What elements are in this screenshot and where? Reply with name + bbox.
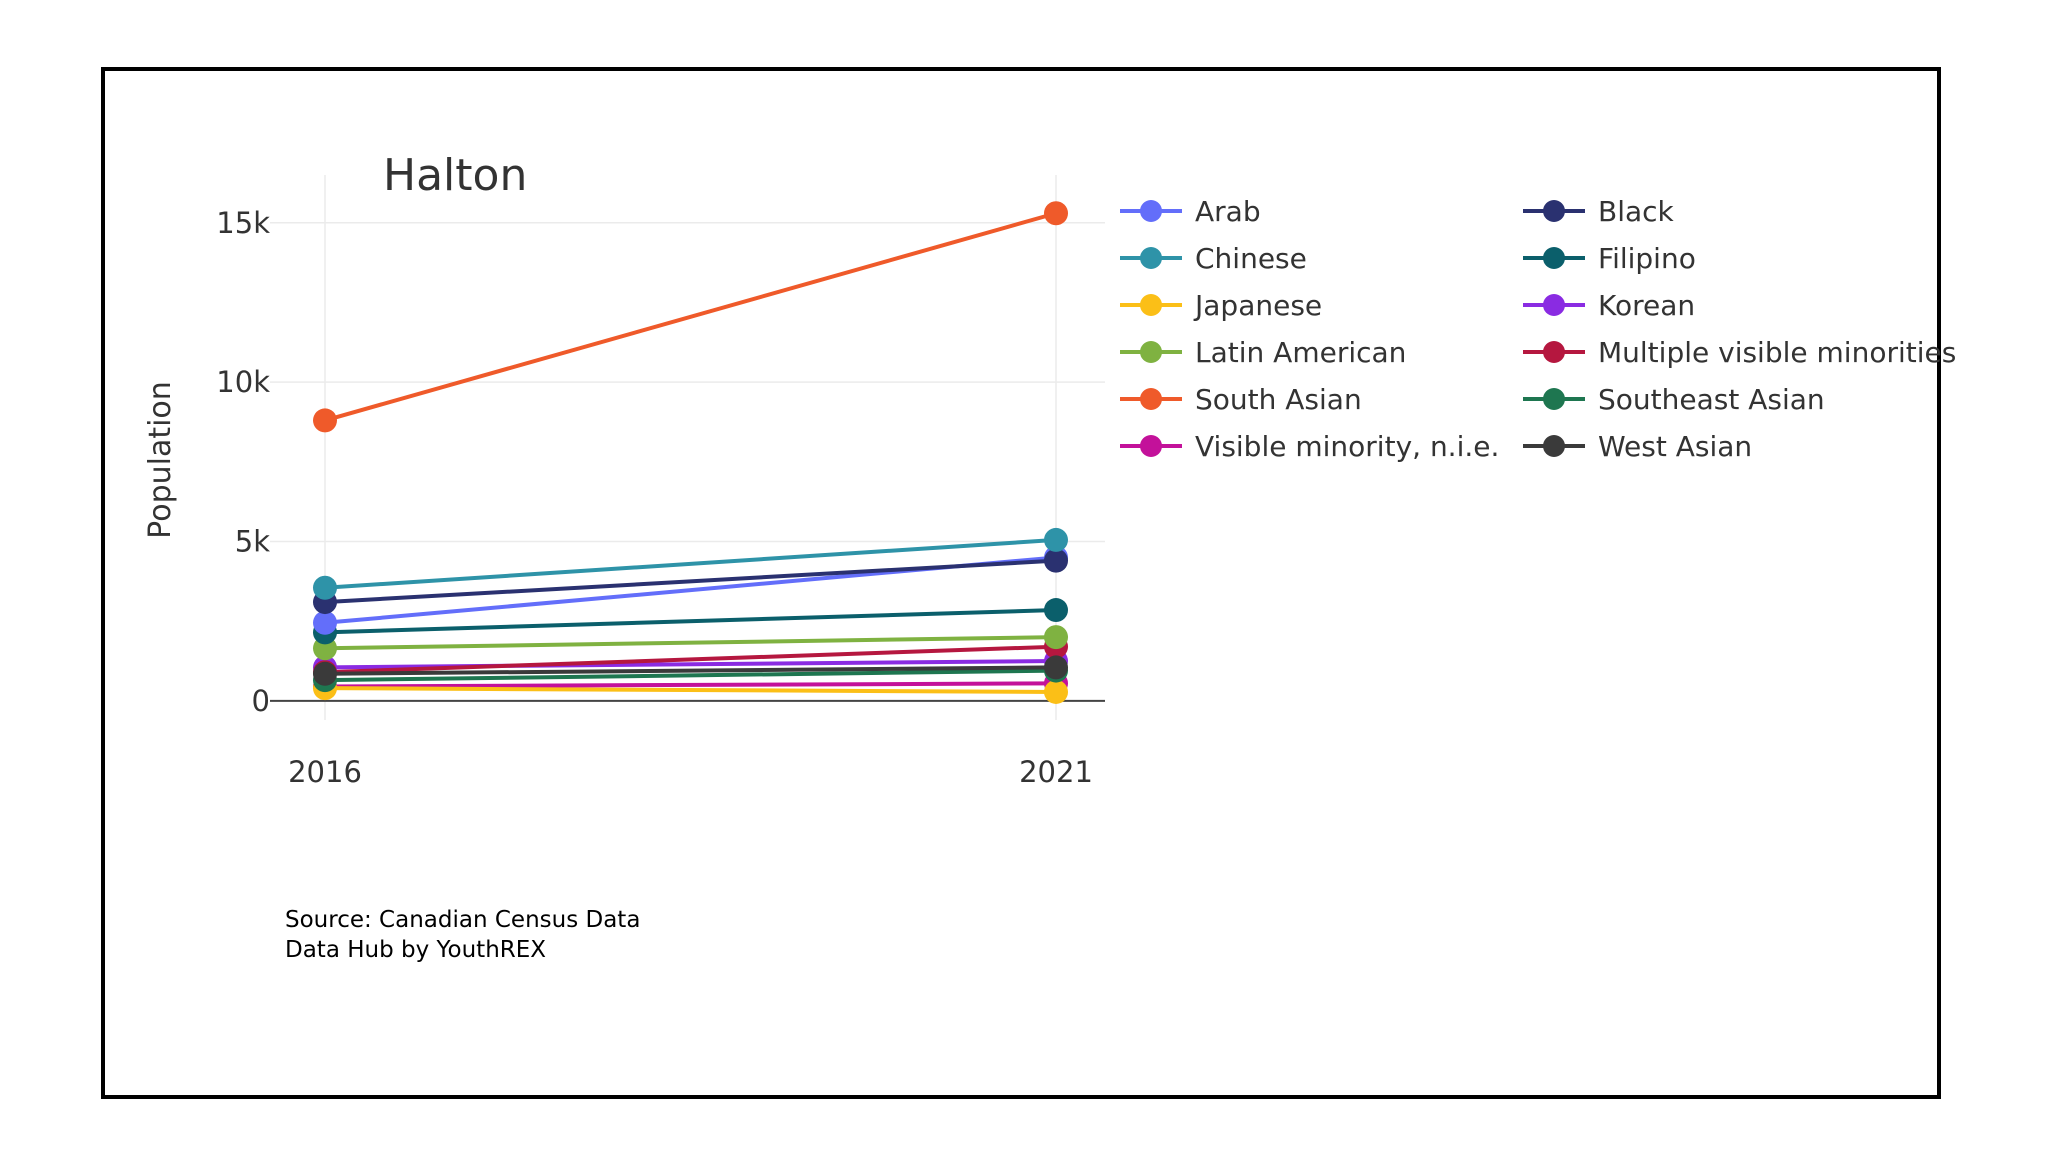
legend-marker [1140,294,1162,316]
legend-label: Multiple visible minorities [1598,336,1956,369]
series-line [324,665,1057,676]
data-point[interactable] [313,610,337,635]
legend-label: Japanese [1193,289,1322,322]
source-note: Source: Canadian Census Data Data Hub by… [285,905,640,965]
legend-label: Chinese [1195,242,1307,275]
legend-item[interactable]: Filipino [1523,242,1696,275]
legend-marker [1140,200,1162,222]
x-tick-label: 2016 [288,755,362,789]
legend-item[interactable]: Arab [1120,195,1261,228]
legend-marker [1543,294,1565,316]
series-line [324,686,1057,694]
data-point[interactable] [1044,201,1068,226]
legend-label: Arab [1195,195,1261,228]
data-point[interactable] [1044,655,1068,680]
series-west-asian[interactable] [313,655,1068,686]
y-tick-label: 10k [216,365,270,399]
y-axis-title: Population [143,381,178,539]
legend-label: Black [1598,195,1675,228]
series-line [324,211,1057,423]
credit-line: Data Hub by YouthREX [285,937,547,963]
legend-item[interactable]: Latin American [1120,336,1406,369]
legend-item[interactable]: South Asian [1120,383,1362,416]
data-point[interactable] [313,661,337,686]
series-line [324,644,1057,675]
legend-marker [1543,341,1565,363]
legend-label: South Asian [1195,383,1362,416]
data-point[interactable] [1044,598,1068,623]
legend[interactable]: Arab Black Chinese Filipino Japanese Korean La… [1120,195,1956,463]
data-point[interactable] [1044,548,1068,573]
data-point[interactable] [1044,625,1068,650]
series-line [324,668,1057,683]
series-line [324,537,1057,590]
data-point[interactable] [1044,679,1068,704]
y-tick-label: 15k [216,206,270,240]
y-tick-label: 5k [235,525,270,559]
series-line [324,608,1057,635]
legend-label: Filipino [1598,242,1696,275]
series-line [324,558,1057,605]
series-line [324,681,1057,689]
data-point[interactable] [313,408,337,433]
legend-item[interactable]: Southeast Asian [1523,383,1825,416]
legend-marker [1543,388,1565,410]
legend-item[interactable]: Multiple visible minorities [1523,336,1956,369]
legend-marker [1140,435,1162,457]
legend-label: Visible minority, n.i.e. [1195,430,1499,463]
legend-item[interactable]: Chinese [1120,242,1307,275]
source-line: Source: Canadian Census Data [285,907,641,933]
series-lines [313,201,1068,704]
legend-item[interactable]: Korean [1523,289,1695,322]
series-chinese[interactable] [313,527,1068,600]
legend-marker [1543,200,1565,222]
legend-marker [1140,341,1162,363]
chart-title: Halton [383,150,527,201]
legend-item[interactable]: Japanese [1120,289,1322,322]
legend-item[interactable]: West Asian [1523,430,1752,463]
legend-label: Southeast Asian [1598,383,1825,416]
series-line [324,635,1057,651]
axes: 0 5k 10k 15k 2016 2021 [216,206,1105,789]
legend-label: Korean [1598,289,1695,322]
legend-label: Latin American [1195,336,1406,369]
data-point[interactable] [1044,527,1068,552]
legend-marker [1543,435,1565,457]
y-tick-label: 0 [252,684,270,718]
legend-item[interactable]: Visible minority, n.i.e. [1120,430,1499,463]
legend-item[interactable]: Black [1523,195,1675,228]
legend-marker [1140,388,1162,410]
legend-marker [1543,247,1565,269]
legend-label: West Asian [1598,430,1752,463]
legend-marker [1140,247,1162,269]
data-point[interactable] [313,575,337,600]
series-south-asian[interactable] [313,201,1068,433]
x-tick-label: 2021 [1019,755,1093,789]
